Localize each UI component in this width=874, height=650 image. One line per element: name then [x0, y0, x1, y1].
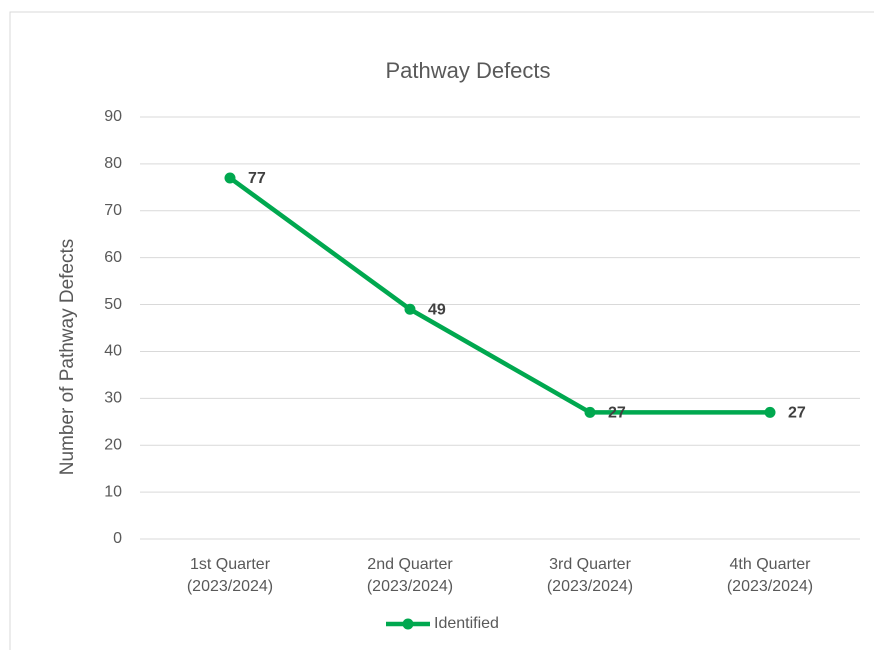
y-tick-label: 90: [104, 108, 122, 125]
y-tick-label: 10: [104, 483, 122, 500]
chart-title: Pathway Defects: [385, 58, 550, 83]
y-tick-label: 80: [104, 155, 122, 172]
data-label: 77: [248, 170, 266, 187]
data-point: [584, 406, 596, 418]
data-label: 27: [608, 405, 626, 422]
x-tick-label: 4th Quarter (2023/2024): [726, 556, 814, 595]
data-label: 49: [428, 301, 446, 318]
series-line: [228, 176, 770, 415]
x-tick-label: 1st Quarter (2023/2024): [186, 556, 274, 595]
x-tick-label: 2nd Quarter (2023/2024): [366, 556, 454, 595]
data-point: [224, 172, 236, 184]
y-axis-label: Number of Pathway Defects: [57, 239, 78, 476]
legend-label: Identified: [434, 615, 499, 632]
y-tick-label: 50: [104, 296, 122, 313]
data-label: 27: [788, 405, 806, 422]
x-tick-label: 3rd Quarter (2023/2024): [546, 556, 634, 595]
y-tick-label: 60: [104, 249, 122, 266]
y-tick-label: 30: [104, 390, 122, 407]
data-point: [404, 303, 416, 315]
y-tick-label: 20: [104, 436, 122, 453]
y-tick-label: 0: [113, 530, 122, 547]
data-point: [764, 406, 776, 418]
y-tick-label: 70: [104, 202, 122, 219]
chart-frame: [9, 11, 874, 650]
y-tick-label: 40: [104, 343, 122, 360]
legend-marker: [402, 618, 414, 630]
